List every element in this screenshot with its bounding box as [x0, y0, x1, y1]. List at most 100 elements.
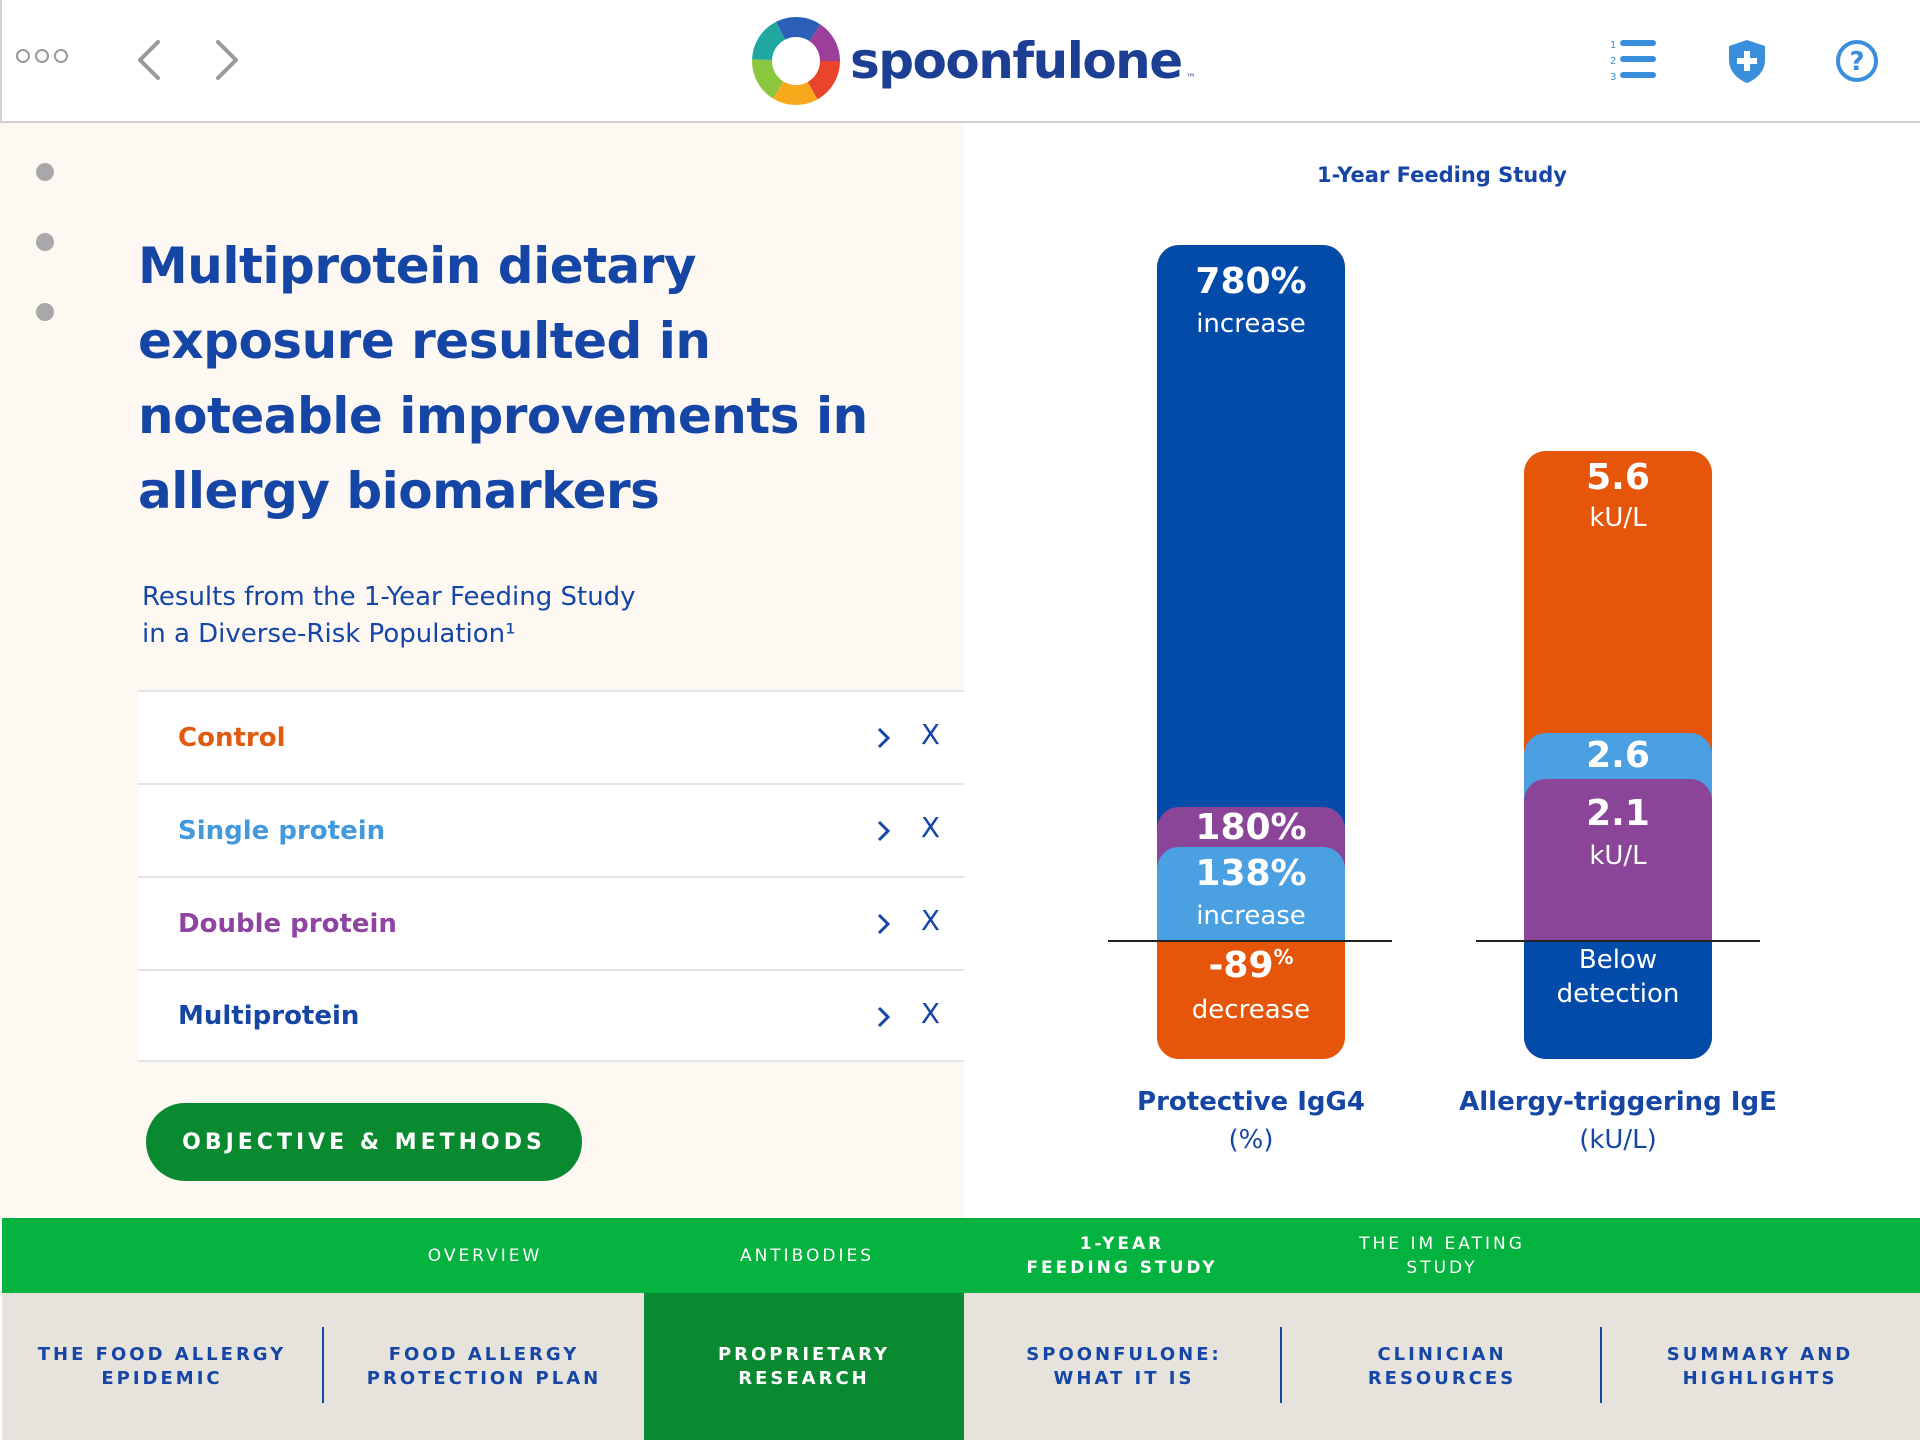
section-label: PROPRIETARY	[717, 1343, 891, 1365]
section-label: HIGHLIGHTS	[1682, 1367, 1838, 1389]
bar-sublabel-igg4-single: increase	[1196, 901, 1306, 931]
page-dot[interactable]	[36, 233, 54, 251]
section-clinician-resources[interactable]: CLINICIAN RESOURCES	[1282, 1293, 1602, 1440]
remove-group-button[interactable]: X	[920, 904, 940, 937]
objective-methods-button[interactable]: OBJECTIVE & METHODS	[146, 1103, 582, 1181]
bar-sublabel-ige-control: kU/L	[1589, 503, 1647, 533]
group-label: Multiprotein	[178, 1000, 360, 1031]
brand-name: spoonfulone	[850, 32, 1183, 90]
page-subtitle: Results from the 1-Year Feeding Study in…	[142, 579, 742, 653]
bar-label-igg4-multi: 780%	[1195, 261, 1307, 302]
bar-label-ige-multi: Below detection	[1524, 943, 1712, 1011]
group-row-multi[interactable]: Multiprotein X	[138, 969, 964, 1062]
bar-value: -89	[1208, 945, 1274, 986]
axis-label-igg4: Protective IgG4 (%)	[1071, 1083, 1431, 1159]
group-row-double[interactable]: Double protein X	[138, 876, 964, 969]
page-title: Multiprotein dietary exposure resulted i…	[138, 237, 868, 520]
bar-sublabel-ige-double: kU/L	[1589, 841, 1647, 871]
chevron-right-icon[interactable]	[876, 726, 892, 750]
group-label: Double protein	[178, 908, 397, 939]
remove-group-button[interactable]: X	[920, 718, 940, 751]
svg-text:1: 1	[1610, 40, 1616, 51]
chevron-right-icon[interactable]	[876, 819, 892, 843]
bar-igg4-single	[1157, 847, 1345, 941]
bar-sublabel-igg4-multi: increase	[1196, 309, 1306, 339]
category-unit: (%)	[1228, 1125, 1274, 1155]
section-label: RESOURCES	[1367, 1367, 1517, 1389]
bar-sublabel-igg4-control: decrease	[1191, 995, 1311, 1025]
ellipsis-icon[interactable]	[16, 49, 68, 63]
baseline-ige	[1476, 940, 1760, 942]
tab-label: STUDY	[1406, 1257, 1478, 1278]
chevron-right-icon[interactable]	[876, 912, 892, 936]
axis-label-ige: Allergy-triggering IgE (kU/L)	[1408, 1083, 1828, 1159]
section-spoonfulone-what-it-is[interactable]: SPOONFULONE: WHAT IT IS	[964, 1293, 1284, 1440]
brand-mark-icon	[752, 17, 840, 105]
remove-group-button[interactable]: X	[920, 997, 940, 1030]
chart-area: 1-Year Feeding Study 780% increase 180% …	[964, 123, 1920, 1218]
tab-im-eating-study[interactable]: THE IM EATING STUDY	[1322, 1218, 1562, 1293]
section-label: THE FOOD ALLERGY	[37, 1343, 287, 1365]
tab-1-year-feeding-study[interactable]: 1-YEAR FEEDING STUDY	[1002, 1218, 1242, 1293]
section-label: PROTECTION PLAN	[366, 1367, 602, 1389]
section-nav: THE FOOD ALLERGY EPIDEMIC FOOD ALLERGY PRO…	[2, 1293, 1920, 1440]
group-row-single[interactable]: Single protein X	[138, 783, 964, 876]
section-proprietary-research[interactable]: PROPRIETARY RESEARCH	[644, 1293, 964, 1440]
chevron-right-icon[interactable]	[876, 1005, 892, 1029]
chart-title: 1-Year Feeding Study	[1317, 163, 1567, 187]
left-panel: Multiprotein dietary exposure resulted i…	[0, 123, 964, 1218]
bar-igg4-control	[1157, 941, 1345, 1059]
group-label: Single protein	[178, 815, 386, 846]
bar-label-igg4-control: -89%	[1157, 945, 1345, 986]
bar-label-ige-control: 5.6	[1586, 457, 1650, 498]
subtitle-line: in a Diverse-Risk Population¹	[142, 619, 516, 649]
tab-label: 1-YEAR	[1079, 1233, 1165, 1254]
remove-group-button[interactable]: X	[920, 811, 940, 844]
category-label: Protective IgG4	[1137, 1087, 1365, 1117]
page-dot[interactable]	[36, 163, 54, 181]
group-label: Control	[178, 722, 286, 753]
section-label: SUMMARY AND	[1666, 1343, 1854, 1365]
bar-label-igg4-double: 180%	[1195, 807, 1307, 848]
category-label: Allergy-triggering IgE	[1459, 1087, 1777, 1117]
svg-text:3: 3	[1610, 72, 1616, 83]
percent-sign: %	[1273, 945, 1294, 969]
section-food-allergy-protection-plan[interactable]: FOOD ALLERGY PROTECTION PLAN	[324, 1293, 644, 1440]
tab-label: FEEDING STUDY	[1026, 1257, 1218, 1278]
bar-label-igg4-single: 138%	[1195, 853, 1307, 894]
chevron-right-icon[interactable]	[206, 36, 246, 84]
category-unit: (kU/L)	[1579, 1125, 1657, 1155]
section-summary-highlights[interactable]: SUMMARY AND HIGHLIGHTS	[1600, 1293, 1920, 1440]
tab-label: THE IM EATING	[1359, 1233, 1525, 1254]
section-label: SPOONFULONE:	[1026, 1343, 1222, 1365]
tab-antibodies[interactable]: ANTIBODIES	[702, 1218, 912, 1293]
tab-label: OVERVIEW	[427, 1245, 543, 1266]
bar-label-line: Below	[1578, 945, 1658, 975]
bar-label-ige-single: 2.6	[1586, 735, 1650, 776]
bar-igg4: 780% increase 180% 138% increase -89% de…	[1157, 245, 1345, 1059]
section-label: EPIDEMIC	[101, 1367, 223, 1389]
page-indicator[interactable]	[36, 163, 54, 373]
section-divider	[1280, 1327, 1282, 1403]
section-label: RESEARCH	[738, 1367, 870, 1389]
numbered-list-icon[interactable]: 1 2 3	[1606, 34, 1660, 88]
subtitle-line: Results from the 1-Year Feeding Study	[142, 582, 636, 612]
bar-label-ige-double: 2.1	[1586, 793, 1650, 834]
brand-logo: spoonfulone ™	[752, 16, 1196, 106]
section-food-allergy-epidemic[interactable]: THE FOOD ALLERGY EPIDEMIC	[2, 1293, 322, 1440]
help-circle-icon[interactable]: ?	[1830, 34, 1884, 88]
svg-text:?: ?	[1849, 47, 1864, 77]
group-row-control[interactable]: Control X	[138, 690, 964, 783]
tab-overview[interactable]: OVERVIEW	[380, 1218, 590, 1293]
section-label: FOOD ALLERGY	[388, 1343, 580, 1365]
svg-text:2: 2	[1610, 56, 1616, 67]
top-bar: spoonfulone ™ 1 2 3 ?	[0, 0, 1920, 123]
tab-label: ANTIBODIES	[739, 1245, 875, 1266]
chevron-left-icon[interactable]	[130, 36, 170, 84]
shield-plus-icon[interactable]	[1720, 34, 1774, 88]
study-group-list: Control X Single protein X Double protei…	[138, 690, 964, 1062]
section-label: WHAT IT IS	[1053, 1367, 1195, 1389]
section-divider	[1600, 1327, 1602, 1403]
page-dot[interactable]	[36, 303, 54, 321]
